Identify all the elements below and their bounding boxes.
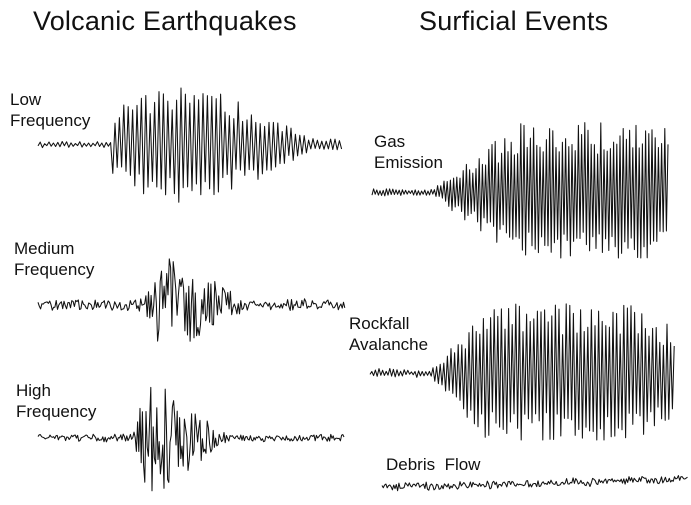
- heading-volcanic-earthquakes: Volcanic Earthquakes: [33, 6, 297, 36]
- label-low-frequency: Low Frequency: [10, 89, 90, 131]
- label-line: Gas: [374, 132, 406, 151]
- label-line: Debris Flow: [386, 455, 481, 474]
- label-medium-frequency: Medium Frequency: [14, 238, 94, 280]
- label-line: Avalanche: [349, 335, 429, 354]
- label-line: Frequency: [10, 111, 91, 130]
- label-high-frequency: High Frequency: [16, 380, 96, 422]
- label-line: Emission: [374, 153, 443, 172]
- seismogram-high-frequency: [37, 386, 345, 492]
- label-line: Frequency: [16, 402, 97, 421]
- label-debris-flow: Debris Flow: [386, 454, 480, 475]
- label-gas-emission: Gas Emission: [374, 131, 443, 173]
- seismogram-medium-frequency: [37, 258, 346, 342]
- label-line: Low: [10, 90, 42, 109]
- label-line: Medium: [14, 239, 75, 258]
- label-line: Rockfall: [349, 314, 410, 333]
- label-line: Frequency: [14, 260, 95, 279]
- seismogram-debris-flow: [381, 475, 688, 492]
- heading-surficial-events: Surficial Events: [419, 6, 609, 36]
- label-rockfall-avalanche: Rockfall Avalanche: [349, 313, 428, 355]
- seismogram-rockfall-avalanche: [369, 303, 675, 441]
- label-line: High: [16, 381, 51, 400]
- seismogram-gas-emission: [371, 122, 669, 259]
- seismogram-low-frequency: [37, 87, 343, 203]
